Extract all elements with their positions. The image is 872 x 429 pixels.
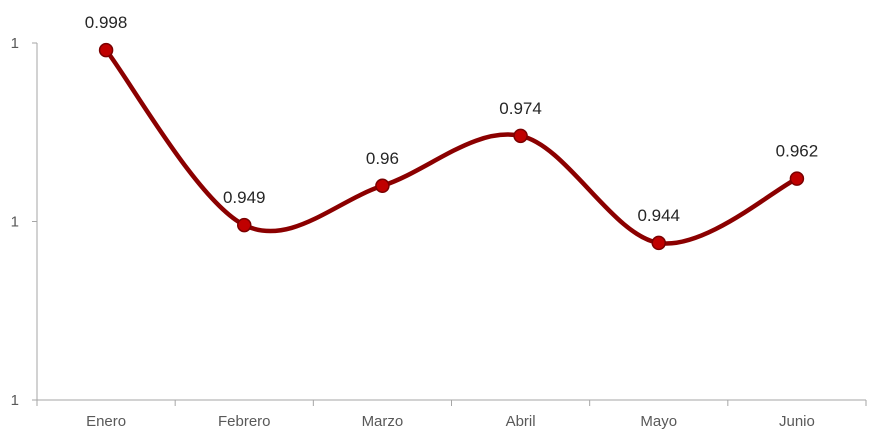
- data-point: [513, 128, 528, 144]
- data-label: 0.96: [366, 149, 399, 168]
- data-point: [98, 42, 114, 58]
- data-label: 0.949: [223, 188, 266, 207]
- series-line: [103, 47, 800, 246]
- data-label: 0.962: [776, 142, 819, 161]
- data-point: [789, 171, 805, 186]
- series: [98, 42, 805, 251]
- data-label: 0.944: [637, 206, 680, 225]
- tick-labels: 1 1 1 Enero Febrero Marzo Abril Mayo Junio: [11, 35, 815, 429]
- data-point: [375, 178, 390, 194]
- data-point: [237, 217, 252, 233]
- x-tick-label: Enero: [86, 413, 126, 429]
- data-label: 0.974: [499, 99, 542, 118]
- axes: [32, 42, 867, 406]
- y-tick-label: 1: [11, 35, 19, 52]
- x-tick-label: Marzo: [362, 413, 404, 429]
- x-tick-label: Junio: [779, 413, 815, 429]
- y-tick-label: 1: [11, 392, 19, 409]
- data-labels: 0.998 0.949 0.96 0.974 0.944 0.962: [85, 13, 818, 225]
- y-tick-label: 1: [11, 214, 19, 231]
- data-point: [651, 235, 666, 251]
- x-tick-label: Abril: [506, 413, 536, 429]
- x-tick-label: Mayo: [640, 413, 677, 429]
- data-label: 0.998: [85, 13, 128, 32]
- x-tick-label: Febrero: [218, 413, 271, 429]
